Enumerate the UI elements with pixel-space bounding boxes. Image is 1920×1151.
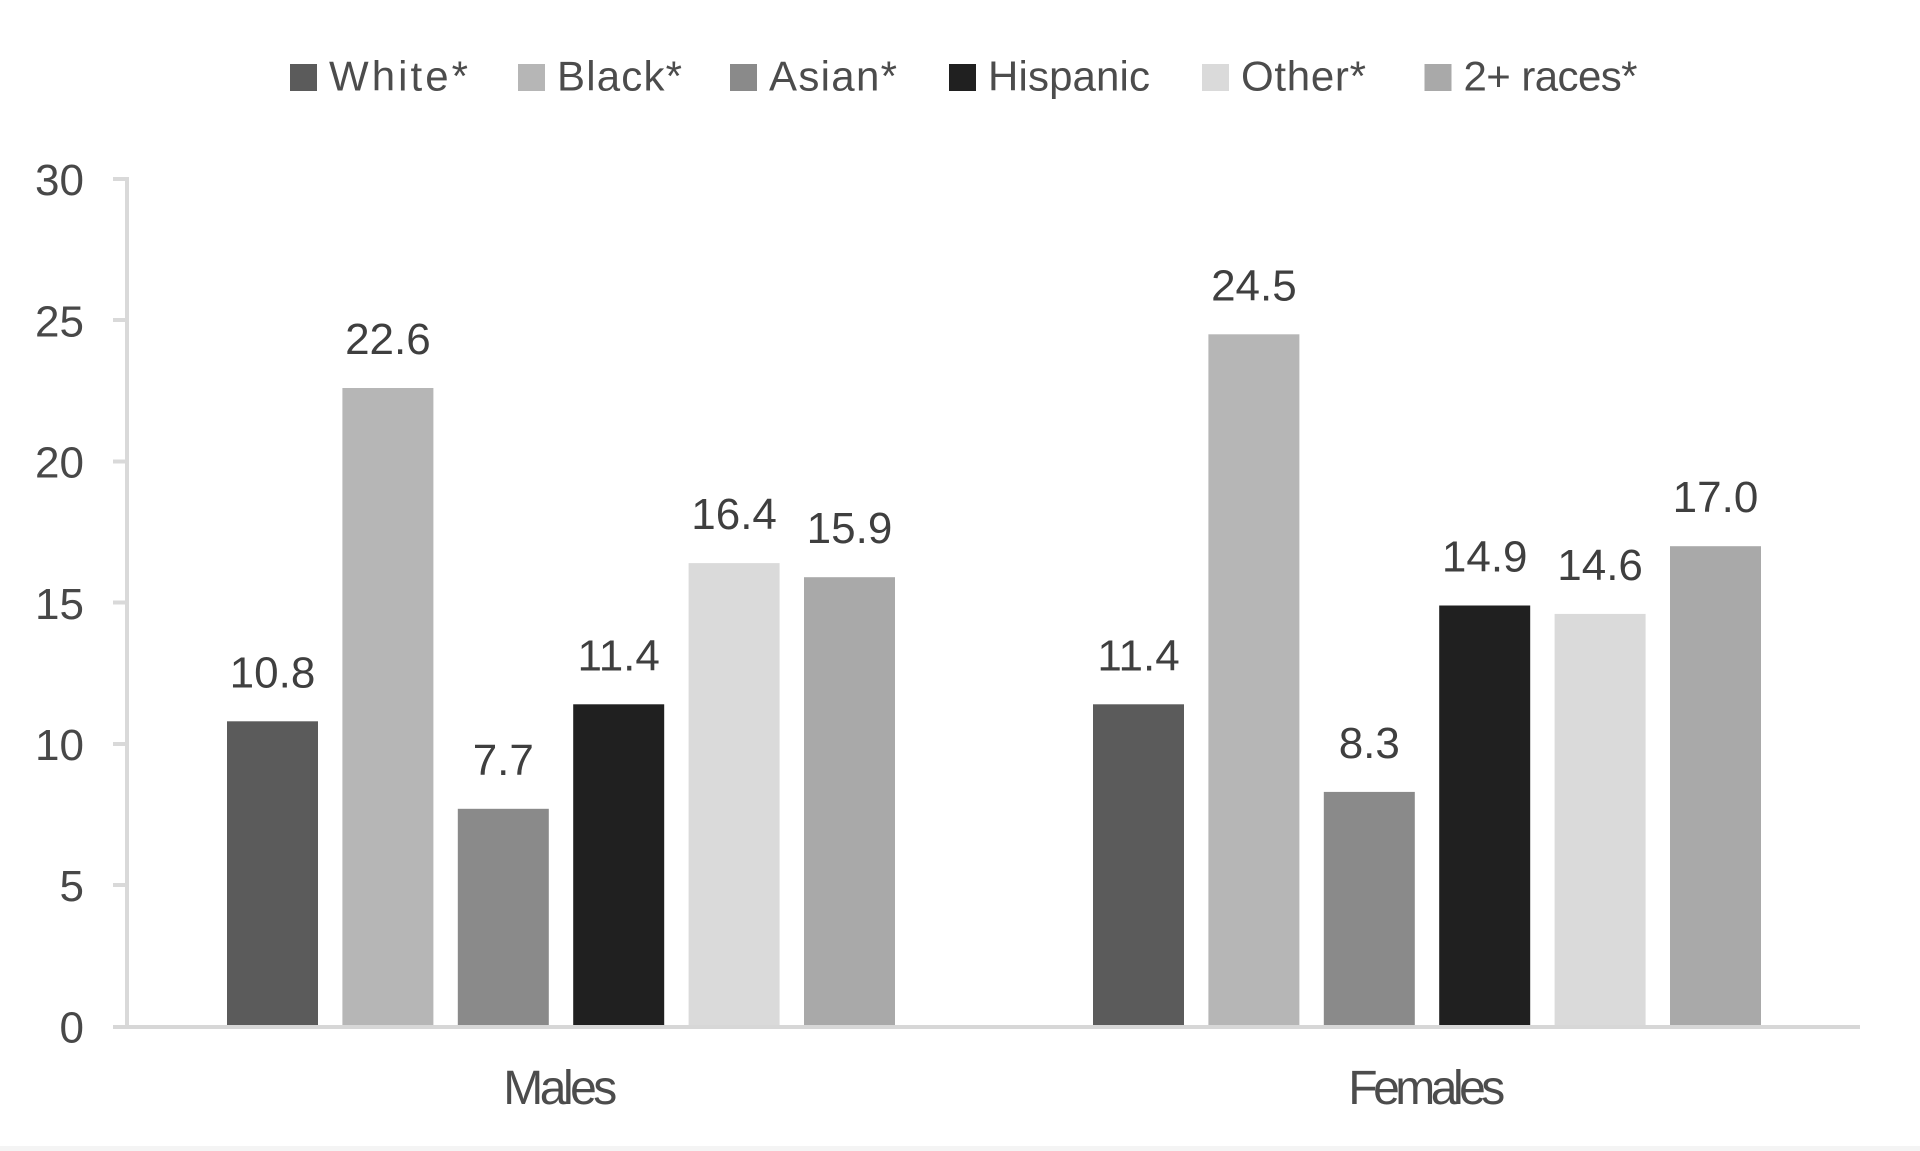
svg-text:15.9: 15.9 (807, 504, 893, 553)
svg-text:White*: White* (329, 52, 468, 99)
svg-text:20: 20 (35, 439, 84, 488)
svg-text:16.4: 16.4 (691, 490, 777, 539)
svg-text:Black*: Black* (557, 52, 682, 99)
svg-text:8.3: 8.3 (1339, 719, 1400, 768)
svg-text:14.9: 14.9 (1442, 533, 1528, 582)
svg-text:Females: Females (1348, 1062, 1505, 1115)
svg-text:Asian*: Asian* (769, 52, 897, 99)
svg-text:30: 30 (35, 156, 84, 205)
svg-text:2+ races*: 2+ races* (1464, 52, 1638, 99)
svg-text:5: 5 (60, 862, 84, 911)
svg-text:15: 15 (35, 580, 84, 629)
svg-text:24.5: 24.5 (1211, 261, 1297, 310)
svg-text:25: 25 (35, 297, 84, 346)
svg-text:11.4: 11.4 (578, 631, 660, 680)
svg-text:7.7: 7.7 (473, 736, 534, 785)
svg-text:11.4: 11.4 (1097, 631, 1179, 680)
svg-text:14.6: 14.6 (1557, 541, 1643, 590)
svg-text:22.6: 22.6 (345, 315, 431, 364)
svg-text:Males: Males (503, 1062, 617, 1115)
svg-text:17.0: 17.0 (1673, 473, 1759, 522)
svg-text:10.8: 10.8 (230, 648, 316, 697)
svg-text:Hispanic: Hispanic (988, 52, 1150, 99)
svg-text:0: 0 (60, 1003, 84, 1052)
svg-text:10: 10 (35, 721, 84, 770)
svg-text:Other*: Other* (1241, 52, 1366, 99)
